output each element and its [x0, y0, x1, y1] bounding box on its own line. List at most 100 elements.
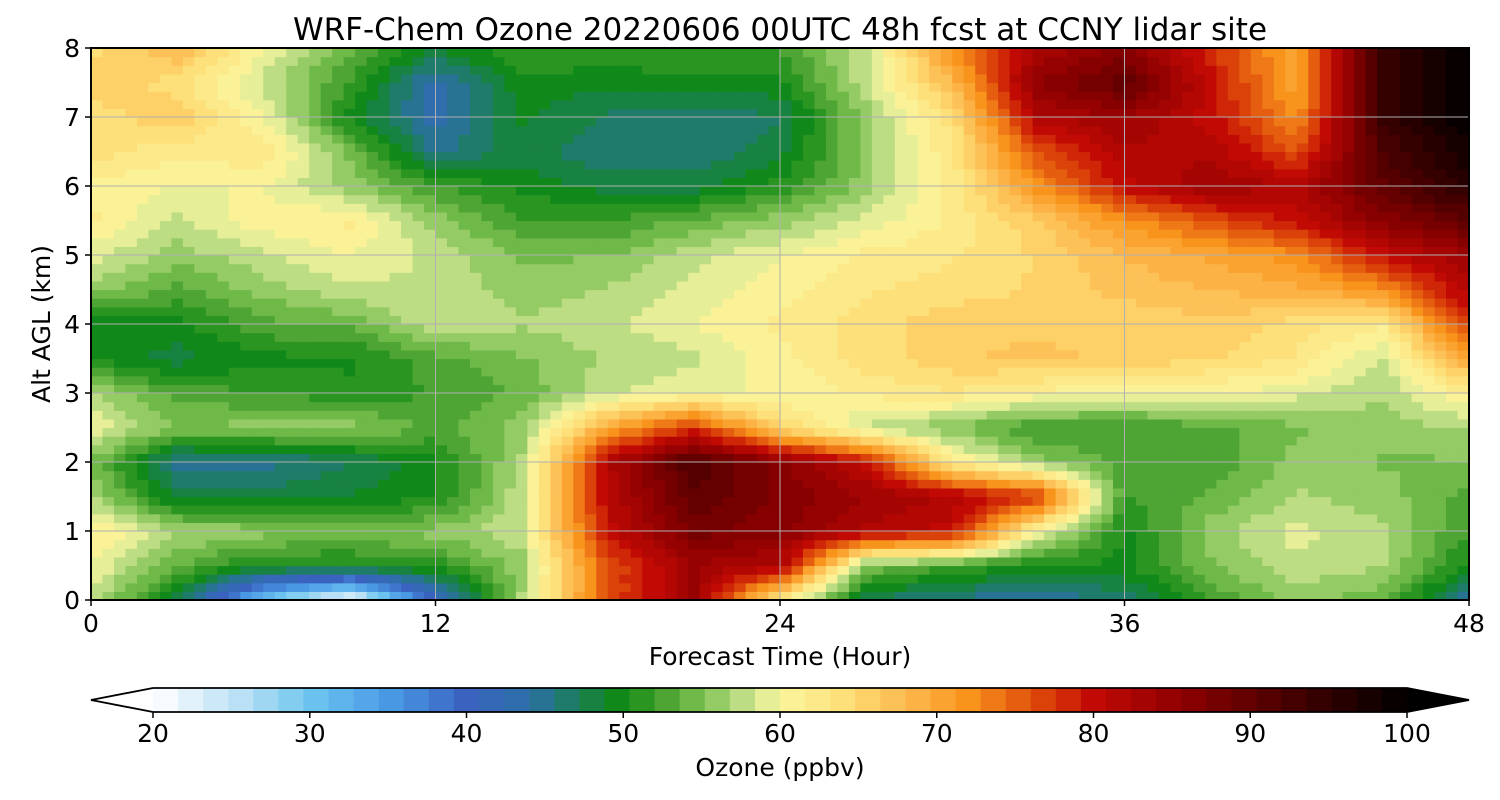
heatmap-cell — [481, 375, 494, 385]
heatmap-cell — [194, 556, 207, 567]
heatmap-cell — [1204, 324, 1217, 334]
heatmap-cell — [240, 487, 253, 498]
heatmap-cell — [515, 401, 528, 411]
heatmap-cell — [584, 246, 597, 256]
heatmap-cell — [263, 246, 276, 256]
heatmap-cell — [159, 444, 172, 454]
heatmap-cell — [1044, 315, 1057, 325]
heatmap-cell — [1423, 565, 1436, 575]
heatmap-cell — [1055, 505, 1068, 515]
heatmap-cell — [929, 522, 942, 532]
heatmap-cell — [1285, 462, 1298, 472]
heatmap-cell — [412, 453, 425, 463]
heatmap-cell — [1090, 298, 1103, 308]
heatmap-cell — [1457, 341, 1469, 351]
heatmap-cell — [1296, 513, 1309, 523]
heatmap-cell — [1204, 453, 1217, 463]
heatmap-cell — [561, 505, 574, 515]
heatmap-cell — [401, 246, 414, 256]
heatmap-cell — [159, 255, 172, 265]
heatmap-cell — [860, 470, 873, 480]
heatmap-cell — [1101, 341, 1114, 351]
heatmap-cell — [136, 255, 150, 265]
heatmap-cell — [332, 531, 345, 541]
heatmap-cell — [860, 237, 873, 247]
heatmap-cell — [1262, 556, 1275, 567]
heatmap-cell — [286, 393, 299, 403]
heatmap-cell — [917, 444, 930, 454]
heatmap-cell — [1411, 341, 1424, 351]
heatmap-cell — [986, 418, 999, 429]
heatmap-cell — [871, 453, 884, 463]
heatmap-cell — [1170, 341, 1183, 351]
heatmap-cell — [1067, 591, 1080, 600]
heatmap-cell — [1239, 289, 1252, 299]
heatmap-cell — [504, 263, 517, 273]
heatmap-cell — [1193, 427, 1206, 437]
heatmap-cell — [401, 591, 414, 600]
heatmap-cell — [1032, 358, 1045, 368]
heatmap-cell — [1009, 393, 1022, 403]
heatmap-cell — [596, 375, 609, 385]
heatmap-cell — [1055, 306, 1068, 316]
heatmap-cell — [148, 582, 161, 592]
heatmap-cell — [171, 332, 184, 342]
heatmap-cell — [699, 401, 712, 411]
heatmap-cell — [1262, 548, 1275, 558]
heatmap-cell — [607, 358, 620, 368]
heatmap-cell — [711, 496, 724, 506]
heatmap-cell — [424, 298, 437, 308]
heatmap-cell — [91, 574, 104, 584]
heatmap-cell — [424, 246, 437, 256]
heatmap-cell — [711, 332, 724, 342]
heatmap-cell — [998, 384, 1011, 394]
heatmap-cell — [1135, 582, 1149, 592]
heatmap-cell — [309, 237, 322, 247]
heatmap-cell — [688, 384, 701, 394]
heatmap-cell — [171, 410, 184, 420]
heatmap-cell — [1113, 574, 1126, 584]
heatmap-cell — [1273, 272, 1286, 282]
heatmap-cell — [825, 522, 839, 532]
heatmap-cell — [871, 375, 884, 385]
heatmap-cell — [814, 341, 827, 351]
heatmap-cell — [1204, 556, 1217, 567]
heatmap-cell — [1457, 358, 1469, 368]
heatmap-cell — [986, 462, 999, 472]
heatmap-cell — [1434, 358, 1447, 368]
heatmap-cell — [217, 393, 230, 403]
heatmap-cell — [389, 341, 402, 351]
heatmap-cell — [883, 487, 896, 498]
heatmap-cell — [665, 548, 678, 558]
heatmap-cell — [711, 470, 724, 480]
heatmap-cell — [205, 315, 218, 325]
heatmap-cell — [240, 341, 253, 351]
heatmap-cell — [228, 401, 241, 411]
heatmap-cell — [619, 505, 632, 515]
heatmap-cell — [711, 462, 724, 472]
heatmap-cell — [917, 280, 930, 291]
heatmap-cell — [171, 280, 184, 291]
heatmap-cell — [458, 246, 471, 256]
heatmap-cell — [745, 341, 758, 351]
heatmap-cell — [446, 255, 460, 265]
heatmap-cell — [1147, 479, 1160, 489]
heatmap-cell — [1032, 263, 1045, 273]
heatmap-cell — [1342, 548, 1355, 558]
heatmap-cell — [986, 522, 999, 532]
heatmap-cell — [1147, 574, 1160, 584]
heatmap-cell — [734, 479, 747, 489]
heatmap-cell — [1377, 375, 1390, 385]
heatmap-cell — [102, 496, 115, 506]
heatmap-cell — [550, 255, 563, 265]
heatmap-cell — [1331, 324, 1344, 334]
heatmap-cell — [171, 263, 184, 273]
heatmap-cell — [1078, 436, 1091, 446]
heatmap-cell — [194, 548, 207, 558]
heatmap-cell — [1032, 324, 1045, 334]
heatmap-cell — [1354, 462, 1367, 472]
heatmap-cell — [228, 427, 241, 437]
heatmap-cell — [515, 349, 528, 360]
heatmap-cell — [1227, 505, 1240, 515]
heatmap-cell — [1204, 358, 1217, 368]
